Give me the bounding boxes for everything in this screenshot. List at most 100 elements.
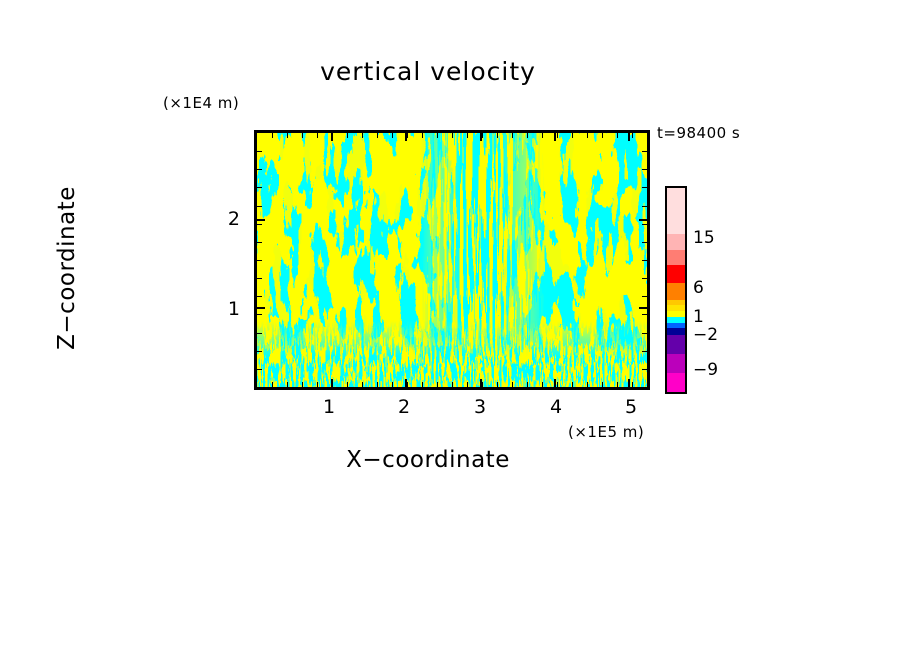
x-tick-label: 1 xyxy=(322,396,336,418)
x-tick-minor xyxy=(272,382,273,387)
x-tick-minor xyxy=(587,133,588,138)
x-tick-minor xyxy=(347,133,348,138)
x-tick-major-top xyxy=(480,133,483,141)
x-tick-minor xyxy=(391,382,393,387)
colorbar-band xyxy=(667,334,685,354)
x-tick-minor xyxy=(587,382,588,387)
x-tick-minor xyxy=(497,133,498,138)
x-tick-minor xyxy=(272,133,273,138)
y-axis-units-label: (×1E4 m) xyxy=(163,94,240,112)
x-tick-minor xyxy=(512,133,513,138)
x-tick-minor xyxy=(437,133,438,138)
x-tick-minor xyxy=(452,133,453,138)
x-tick-minor xyxy=(572,382,573,387)
x-tick-minor xyxy=(467,133,468,138)
y-tick-minor xyxy=(642,350,647,352)
x-tick-minor xyxy=(617,133,618,138)
y-tick-minor xyxy=(257,368,262,370)
y-tick-minor xyxy=(257,205,262,207)
x-tick-label: 4 xyxy=(549,396,563,418)
y-tick-minor xyxy=(642,205,647,207)
x-tick-minor xyxy=(347,382,348,387)
y-tick-minor xyxy=(642,169,647,171)
colorbar-band xyxy=(667,249,685,266)
x-tick-major xyxy=(480,379,483,387)
y-tick-major xyxy=(257,306,265,309)
x-tick-minor xyxy=(512,382,513,387)
y-tick-major-right xyxy=(639,306,647,309)
y-tick-minor xyxy=(257,350,262,352)
x-tick-minor xyxy=(482,382,483,387)
colorbar-band xyxy=(667,265,685,283)
x-tick-minor xyxy=(422,133,423,138)
x-tick-minor xyxy=(332,382,333,387)
x-tick-label: 3 xyxy=(473,396,487,418)
timestamp-label: t=98400 s xyxy=(657,124,741,142)
x-tick-major-top xyxy=(405,133,408,141)
x-tick-minor xyxy=(302,133,303,138)
x-tick-minor xyxy=(497,382,498,387)
y-tick-label: 2 xyxy=(227,208,240,230)
y-tick-minor xyxy=(642,314,647,316)
x-tick-minor xyxy=(377,382,378,387)
colorbar-band xyxy=(667,372,685,392)
x-tick-major-top xyxy=(554,133,557,141)
y-tick-minor xyxy=(257,260,262,261)
y-tick-minor xyxy=(642,260,647,261)
colorbar-band xyxy=(667,188,685,235)
x-tick-minor xyxy=(467,382,468,387)
plot-title: vertical velocity xyxy=(0,57,904,86)
y-tick-minor xyxy=(642,368,647,370)
x-tick-minor xyxy=(377,133,378,138)
x-tick-minor xyxy=(407,133,408,138)
x-axis-title-text: X−coordinate xyxy=(346,447,510,473)
x-tick-minor xyxy=(557,382,558,387)
y-tick-minor xyxy=(257,332,262,334)
x-tick-label: 2 xyxy=(397,396,411,418)
x-tick-minor xyxy=(317,133,318,138)
x-tick-minor xyxy=(317,382,318,387)
y-tick-major-right xyxy=(639,218,647,221)
colorbar-band xyxy=(667,310,685,318)
x-tick-minor xyxy=(362,133,363,138)
colorbar-band xyxy=(667,322,685,329)
x-tick-minor xyxy=(632,133,633,138)
x-tick-minor xyxy=(557,133,558,138)
x-tick-minor xyxy=(287,382,288,387)
x-tick-minor xyxy=(391,133,393,138)
x-tick-minor xyxy=(572,133,573,138)
x-tick-minor xyxy=(632,382,633,387)
x-axis-title: X−coordinate xyxy=(0,447,904,473)
x-tick-minor xyxy=(526,382,528,387)
y-tick-minor xyxy=(257,314,262,316)
x-tick-minor xyxy=(541,382,543,387)
x-tick-minor xyxy=(617,382,618,387)
y-tick-major xyxy=(257,218,265,221)
y-tick-minor xyxy=(257,187,262,189)
colorbar-band xyxy=(667,299,685,306)
vertical-velocity-field xyxy=(257,133,647,387)
colorbar-tick-label: 1 xyxy=(693,307,704,327)
x-tick-minor xyxy=(541,133,543,138)
colorbar-tick-label: 15 xyxy=(693,228,715,248)
x-tick-minor xyxy=(287,133,288,138)
y-tick-minor xyxy=(257,278,262,280)
y-tick-minor xyxy=(642,278,647,280)
x-axis-units-label: (×1E5 m) xyxy=(568,423,645,441)
y-tick-minor xyxy=(642,332,647,334)
y-tick-minor xyxy=(642,241,647,243)
y-tick-minor xyxy=(642,151,647,153)
x-tick-major-top xyxy=(628,133,631,141)
plot-title-text: vertical velocity xyxy=(320,57,536,86)
x-tick-minor xyxy=(602,133,603,138)
y-tick-label: 1 xyxy=(227,298,240,320)
x-tick-major xyxy=(554,379,557,387)
y-tick-minor xyxy=(642,187,647,189)
y-tick-minor xyxy=(257,296,262,298)
x-tick-minor xyxy=(407,382,408,387)
x-tick-minor xyxy=(482,133,483,138)
x-tick-minor xyxy=(602,382,603,387)
colorbar-band xyxy=(667,234,685,250)
y-axis-title: Z−coordinate xyxy=(54,186,80,350)
x-tick-minor xyxy=(332,133,333,138)
